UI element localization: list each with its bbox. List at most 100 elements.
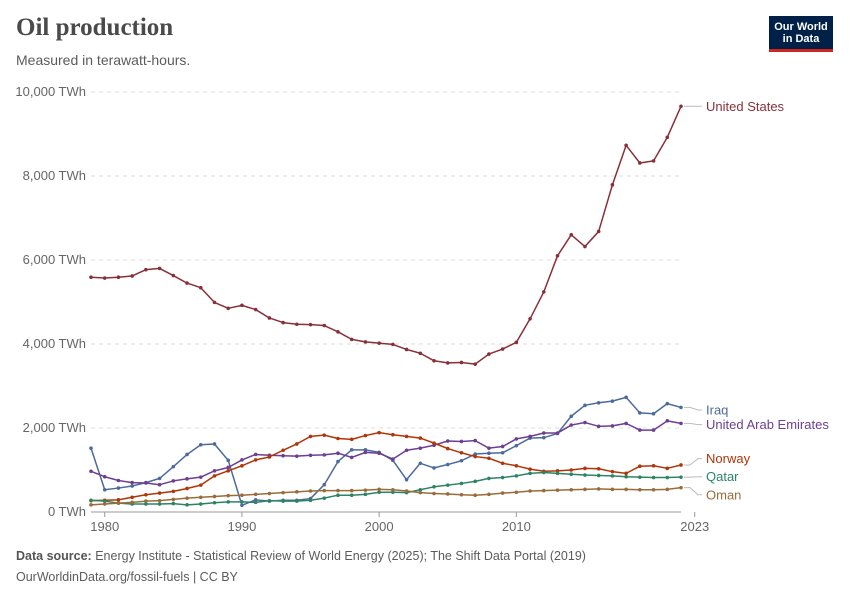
data-point (377, 430, 381, 435)
data-source-note: Data source: Energy Institute - Statisti… (16, 549, 586, 563)
data-point (295, 490, 299, 494)
data-point (130, 500, 134, 505)
data-point (253, 458, 258, 462)
series-line (90, 105, 682, 365)
data-point (583, 487, 587, 492)
data-point (665, 135, 670, 140)
data-point (679, 463, 683, 467)
data-point (638, 475, 642, 479)
data-point (610, 487, 615, 492)
data-point (651, 159, 656, 163)
data-point (459, 481, 464, 486)
data-point (624, 471, 628, 476)
data-point (473, 452, 477, 456)
data-point (185, 503, 189, 507)
data-point (404, 448, 409, 453)
series-label: United States (706, 99, 785, 114)
series-label: United Arab Emirates (706, 417, 829, 432)
x-tick-label: 1980 (90, 519, 119, 534)
data-point (638, 411, 642, 415)
data-point (363, 450, 368, 455)
data-point (130, 480, 134, 485)
data-point (322, 496, 327, 500)
data-point (569, 233, 574, 237)
data-point (130, 274, 134, 278)
data-point (583, 403, 587, 408)
data-point (500, 461, 505, 466)
data-point (198, 285, 203, 290)
data-point (102, 502, 107, 506)
data-point (295, 322, 299, 327)
data-point (638, 161, 642, 165)
data-point (514, 437, 519, 441)
label-connector (684, 487, 702, 496)
data-point (596, 229, 601, 234)
data-point (308, 434, 313, 439)
line-chart: 0 TWh 2,000 TWh 4,000 TWh 6,000 TWh 8,000 TW… (15, 84, 829, 534)
owid-logo[interactable]: Our World in Data (769, 16, 833, 52)
data-point (240, 303, 244, 308)
data-point (267, 455, 272, 459)
data-point (336, 330, 340, 334)
data-point (679, 405, 683, 410)
data-point (541, 435, 546, 440)
data-point (363, 492, 368, 497)
license-link[interactable]: CC BY (199, 570, 238, 584)
data-point (418, 490, 423, 495)
data-point (404, 434, 409, 439)
data-point (404, 489, 409, 493)
data-point (171, 464, 176, 469)
data-point (473, 493, 477, 498)
data-point (336, 451, 340, 456)
label-connector (684, 406, 702, 411)
data-point (240, 500, 244, 504)
y-tick-label: 8,000 TWh (23, 168, 86, 183)
footer-separator: | (192, 570, 200, 584)
data-point (473, 362, 477, 366)
data-source-label: Data source: (16, 549, 92, 563)
data-point (363, 433, 368, 438)
data-point (624, 421, 628, 426)
data-point (624, 143, 628, 148)
data-point (240, 493, 244, 498)
data-point (487, 446, 491, 450)
data-point (432, 359, 436, 363)
data-point (569, 468, 574, 472)
data-point (555, 471, 560, 476)
series-label: Iraq (706, 402, 728, 417)
data-point (404, 477, 409, 482)
data-point (418, 487, 423, 492)
data-point (514, 464, 519, 468)
data-point (349, 488, 354, 493)
data-point (226, 469, 231, 473)
data-point (349, 493, 354, 498)
data-point (144, 267, 148, 272)
footer-url-link[interactable]: OurWorldinData.org/fossil-fuels (16, 570, 190, 584)
x-tick-label: 2000 (365, 519, 394, 534)
data-point (459, 492, 464, 497)
data-point (528, 317, 532, 321)
data-point (679, 475, 683, 479)
data-point (487, 492, 491, 497)
data-point (432, 466, 436, 470)
data-point (308, 489, 313, 493)
data-point (500, 444, 505, 449)
data-point (624, 474, 628, 479)
data-point (377, 341, 381, 345)
data-point (116, 275, 121, 280)
data-point (226, 493, 231, 498)
data-point (528, 471, 532, 476)
data-point (336, 488, 340, 493)
data-point (473, 479, 477, 484)
data-point (144, 502, 148, 506)
data-point (665, 487, 670, 492)
data-point (253, 500, 258, 505)
data-point (610, 474, 615, 478)
data-point (541, 470, 546, 475)
data-point (432, 485, 436, 489)
data-point (212, 494, 217, 499)
data-point (116, 486, 121, 490)
data-point (157, 482, 162, 487)
data-point (322, 323, 327, 328)
data-point (500, 491, 505, 495)
